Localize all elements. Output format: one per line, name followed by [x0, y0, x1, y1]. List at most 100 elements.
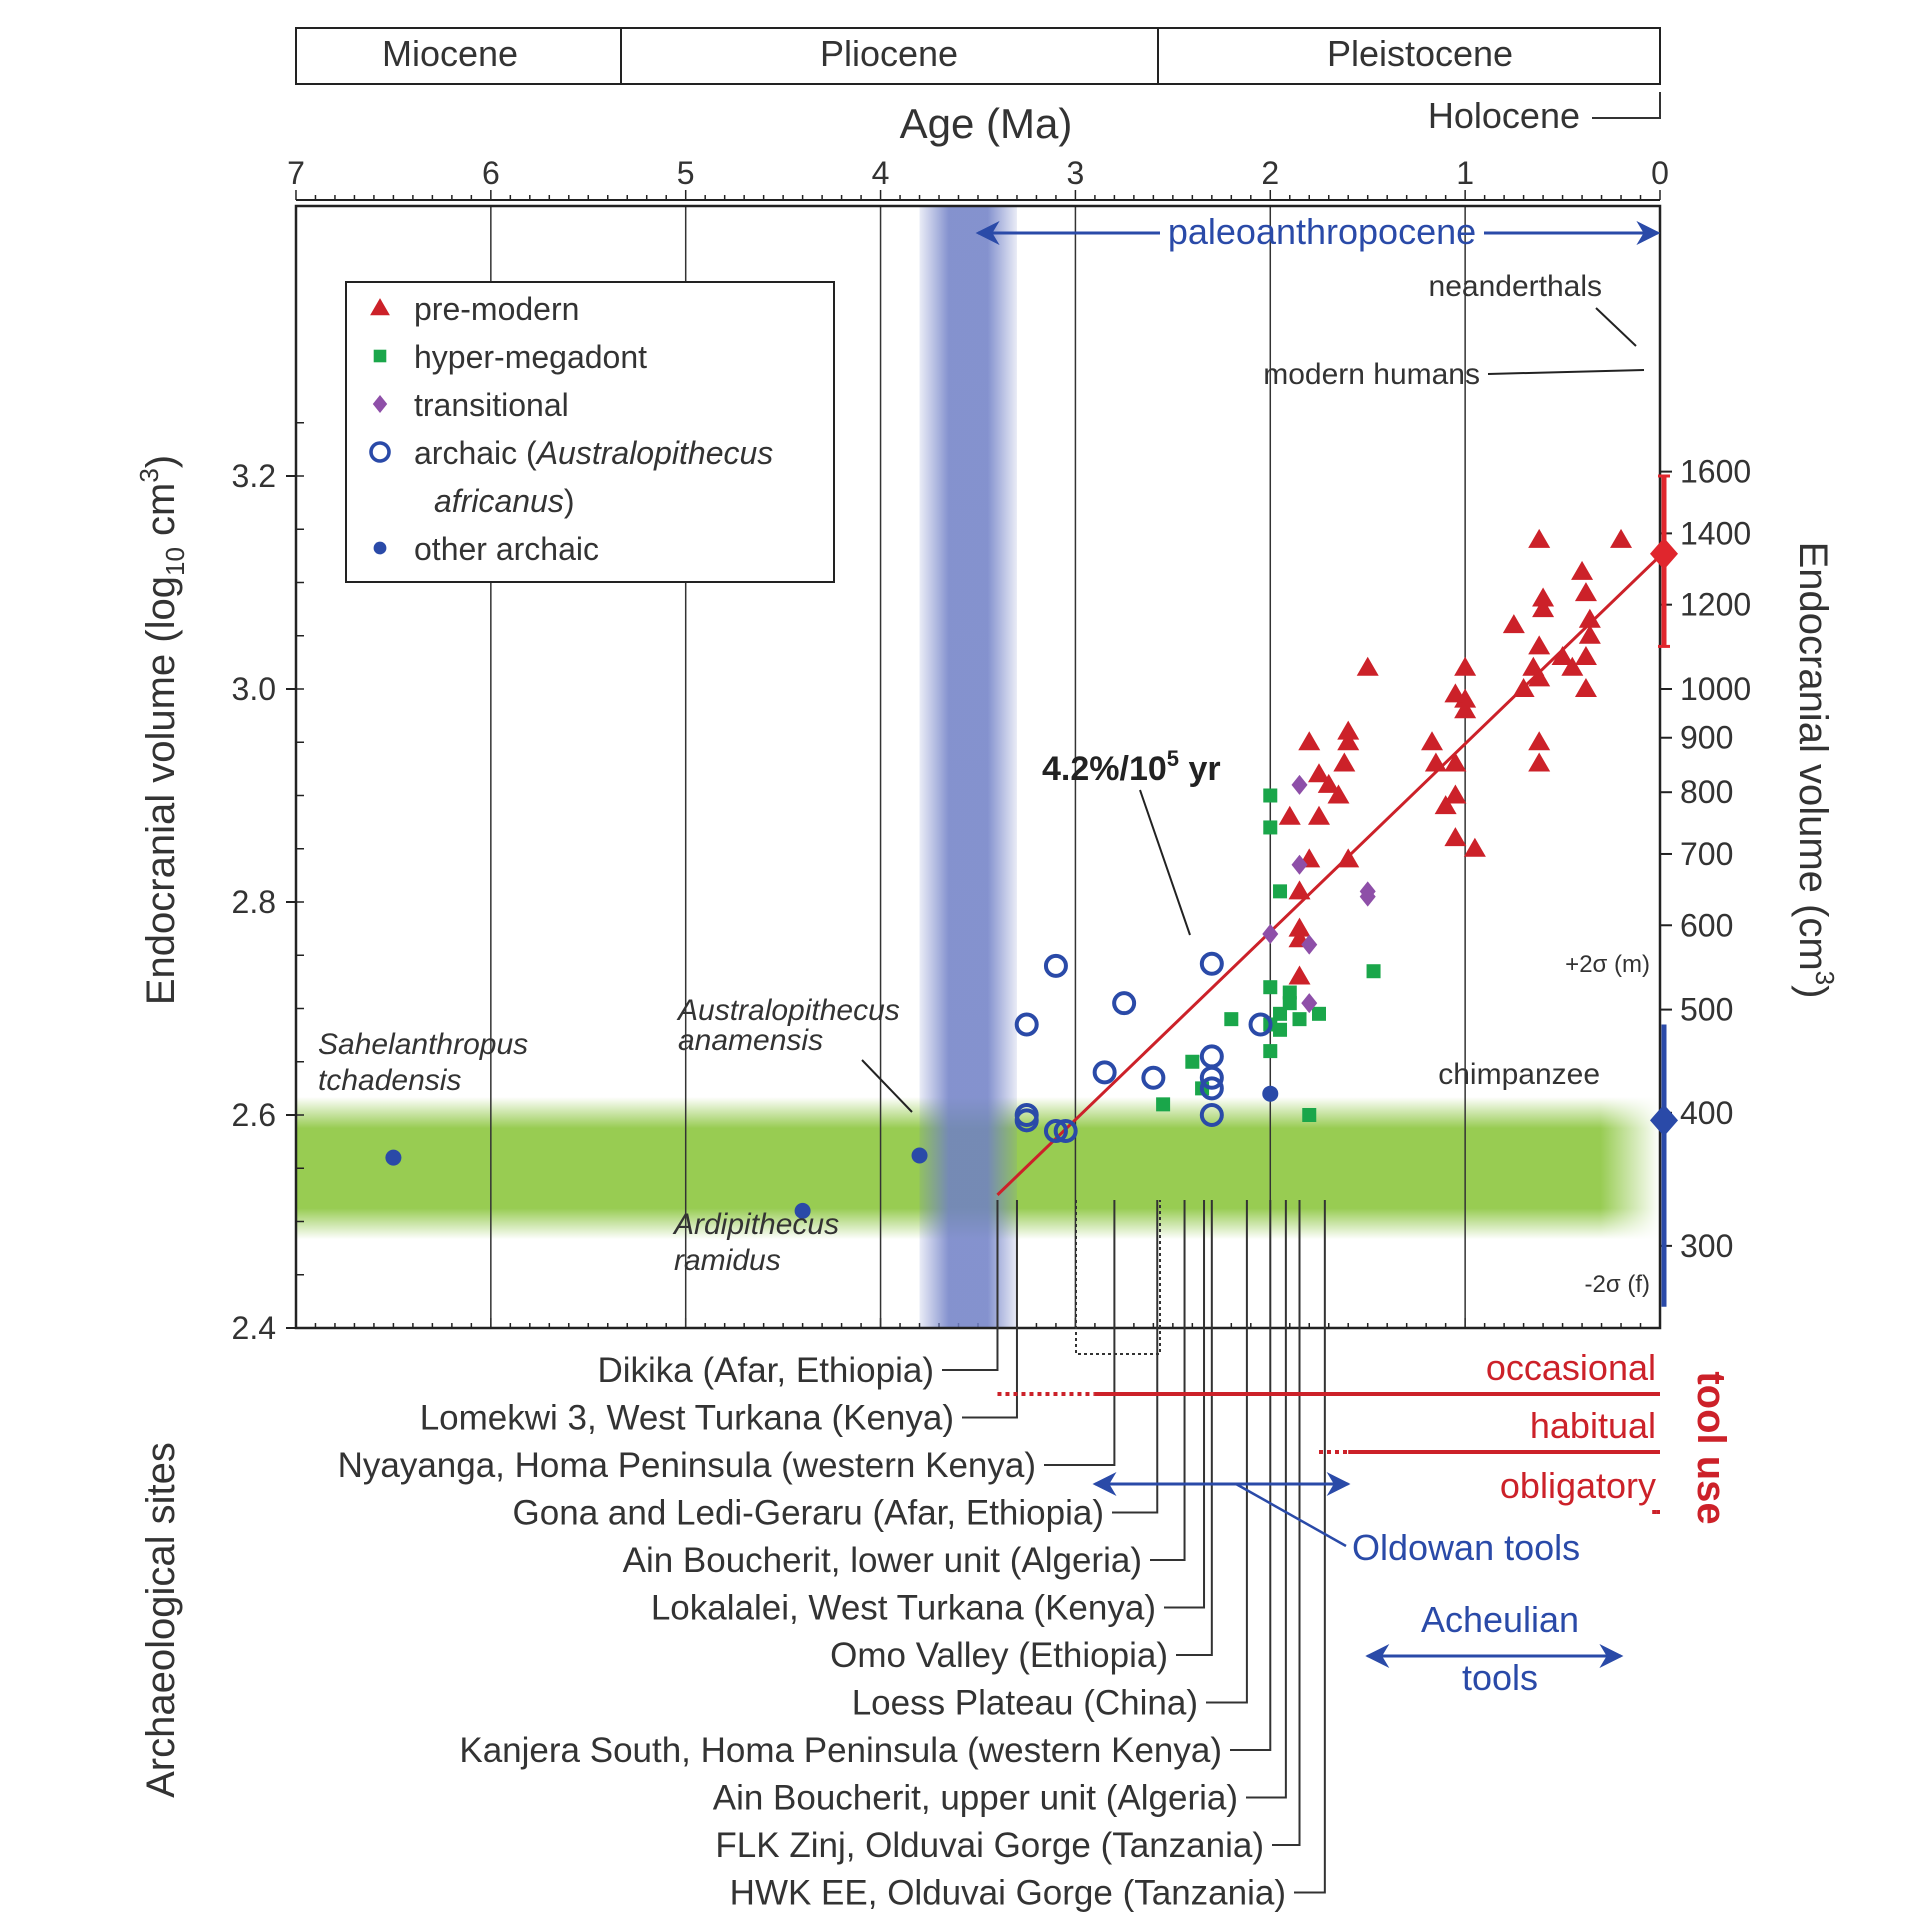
data-point	[1327, 784, 1350, 804]
site-label: Dikika (Afar, Ethiopia)	[597, 1351, 934, 1390]
data-point	[1141, 1065, 1166, 1090]
data-point	[1444, 752, 1467, 772]
legend-marker	[369, 441, 391, 463]
plot-frame	[294, 204, 1662, 1330]
data-point	[1156, 1097, 1171, 1112]
annotations: neanderthals modern humans chimpanzee +2…	[318, 270, 1650, 1298]
data-point	[1444, 683, 1467, 703]
oldowan-leader	[1235, 1482, 1347, 1548]
bands	[296, 206, 1660, 1328]
site-label: Loess Plateau (China)	[852, 1684, 1198, 1723]
data-point	[1434, 795, 1457, 815]
site-leader	[962, 1200, 1018, 1419]
x-tick-label: 6	[482, 155, 500, 191]
data-point	[1444, 784, 1467, 804]
data-point	[1301, 934, 1318, 955]
annotation-ramidus: ramidus	[674, 1244, 781, 1277]
site-leader	[1272, 1200, 1301, 1846]
data-point	[1248, 1012, 1273, 1037]
site-label: Gona and Ledi-Geraru (Afar, Ethiopia)	[513, 1494, 1104, 1533]
data-point	[1199, 1044, 1224, 1069]
chimpanzee-marker	[1650, 1104, 1678, 1137]
data-point	[1532, 598, 1555, 618]
blue-band	[919, 206, 1017, 1328]
tool-level-habitual: habitual	[1530, 1405, 1656, 1446]
data-point	[1288, 880, 1311, 900]
data-point	[1302, 1108, 1317, 1122]
data-point	[1307, 805, 1330, 825]
site-leader	[1294, 1200, 1326, 1894]
data-point	[1043, 1118, 1068, 1143]
data-point	[1551, 646, 1574, 666]
site-label: Kanjera South, Homa Peninsula (western K…	[459, 1731, 1222, 1770]
data-point	[1199, 1076, 1224, 1101]
archaeological-sites: Dikika (Afar, Ethiopia) Lomekwi 3, West T…	[338, 1200, 1326, 1913]
legend-label-hyper-megadont: hyper-megadont	[414, 339, 647, 375]
data-point	[911, 1147, 928, 1164]
epoch-box-pleistocene	[1157, 27, 1661, 85]
data-point	[1356, 656, 1379, 676]
site-leader	[1112, 1200, 1159, 1514]
modern-humans-marker	[1650, 537, 1678, 570]
data-point	[1528, 635, 1551, 655]
data-point	[1301, 993, 1318, 1014]
data-point	[1273, 1006, 1288, 1021]
nyayanga-dotted-box	[1075, 1200, 1161, 1355]
x-tick-label: 7	[287, 155, 305, 191]
data-point	[1337, 720, 1360, 740]
data-point	[1454, 688, 1477, 708]
tool-use-title: tool use	[1689, 1371, 1733, 1524]
right-tick-label: 1000	[1680, 671, 1751, 707]
y-tick-label: 2.6	[232, 1097, 276, 1133]
data-point	[1512, 678, 1535, 697]
tool-level-obligatory: obligatory	[1500, 1465, 1656, 1506]
data-point	[1292, 1012, 1307, 1027]
data-point	[1224, 1012, 1239, 1027]
x-tick-label: 3	[1067, 155, 1085, 191]
right-tick-label: 1400	[1680, 515, 1751, 551]
annotation-neanderthals: neanderthals	[1429, 270, 1602, 303]
site-label: Lomekwi 3, West Turkana (Kenya)	[420, 1399, 954, 1438]
data-point	[1288, 965, 1311, 985]
right-tick-label: 800	[1680, 774, 1733, 810]
y-axis-left-label: Endocranial volume (log10 cm3)	[134, 455, 190, 1005]
annotation-minus2sigma: -2σ (f)	[1585, 1271, 1650, 1298]
data-point	[1014, 1012, 1039, 1037]
right-tick-label: 600	[1680, 907, 1733, 943]
data-point	[1571, 560, 1594, 580]
legend-markers	[369, 298, 391, 555]
data-point	[1574, 646, 1597, 666]
data-point	[1317, 773, 1340, 793]
y-axis-right-label: Endocranial volume (cm3)	[1791, 542, 1840, 999]
sites-axis-label: Archaeological sites	[139, 1442, 183, 1798]
trend-line	[996, 554, 1662, 1196]
legend-label-pre-modern: pre-modern	[414, 291, 579, 327]
site-label: Nyayanga, Homa Peninsula (western Kenya)	[338, 1446, 1036, 1485]
data-point	[1291, 854, 1308, 875]
data-point	[1359, 886, 1376, 907]
x-axis-label: Age (Ma)	[900, 100, 1073, 147]
paleoanthropocene: paleoanthropocene	[975, 211, 1661, 252]
paleoanthropocene-label: paleoanthropocene	[1168, 211, 1476, 252]
data-point	[1610, 528, 1633, 548]
x-axis-ticks: 7 6 5 4 3 2 1 0	[287, 155, 1669, 1328]
data-point	[1528, 667, 1551, 687]
data-point	[1578, 624, 1601, 644]
y-tick-label: 2.4	[232, 1310, 276, 1346]
site-leader	[1044, 1200, 1116, 1466]
y-tick-label: 3.0	[232, 671, 276, 707]
annotation-australopithecus: Australopithecus	[676, 994, 900, 1027]
data-point	[1311, 1006, 1326, 1021]
legend-label-other-archaic: other archaic	[414, 531, 599, 567]
data-point	[1291, 774, 1308, 795]
legend-marker	[373, 541, 387, 555]
data-point	[1262, 923, 1279, 944]
data-point	[1288, 917, 1311, 937]
data-point	[1263, 980, 1278, 995]
legend-label-archaic-cont: africanus)	[434, 483, 575, 519]
annotation-ardipithecus: Ardipithecus	[672, 1208, 839, 1241]
site-leader	[1246, 1200, 1287, 1799]
annotation-anamensis: anamensis	[678, 1024, 823, 1057]
epoch-pleistocene: Pleistocene	[1327, 33, 1513, 74]
data-point	[1463, 837, 1486, 857]
